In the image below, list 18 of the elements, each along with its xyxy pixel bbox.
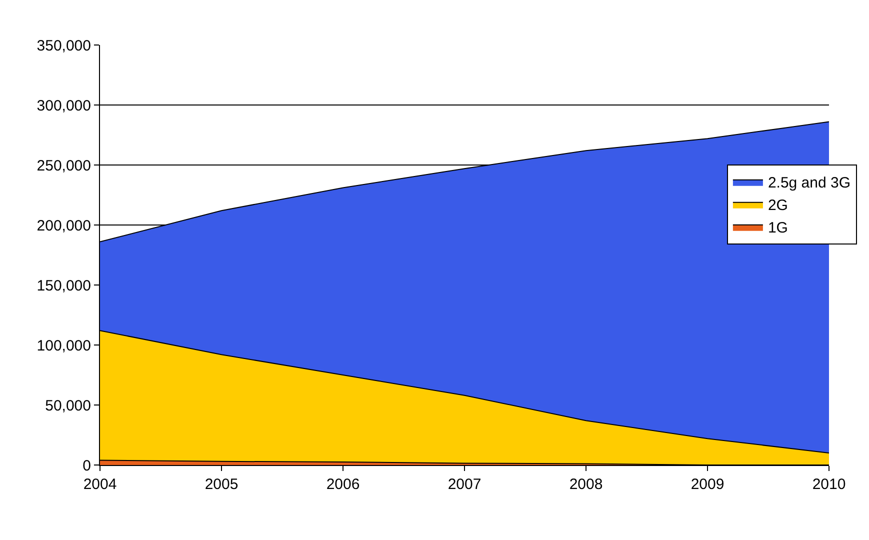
y-tick-label: 200,000 <box>36 217 91 234</box>
legend-label: 1G <box>768 220 788 237</box>
y-tick-label: 50,000 <box>45 397 91 414</box>
x-tick-label: 2004 <box>83 476 117 493</box>
y-tick-label: 0 <box>82 457 91 474</box>
y-tick-label: 250,000 <box>36 157 91 174</box>
legend-label: 2G <box>768 197 788 214</box>
x-tick-label: 2007 <box>448 476 482 493</box>
x-tick-label: 2010 <box>812 476 846 493</box>
y-tick-label: 300,000 <box>36 97 91 114</box>
y-tick-label: 100,000 <box>36 337 91 354</box>
y-tick-label: 350,000 <box>36 37 91 54</box>
x-tick-label: 2006 <box>326 476 360 493</box>
y-tick-label: 150,000 <box>36 277 91 294</box>
legend-label: 2.5g and 3G <box>768 174 851 192</box>
x-tick-label: 2005 <box>204 476 238 493</box>
x-tick-label: 2008 <box>569 476 603 493</box>
x-tick-label: 2009 <box>690 476 724 493</box>
